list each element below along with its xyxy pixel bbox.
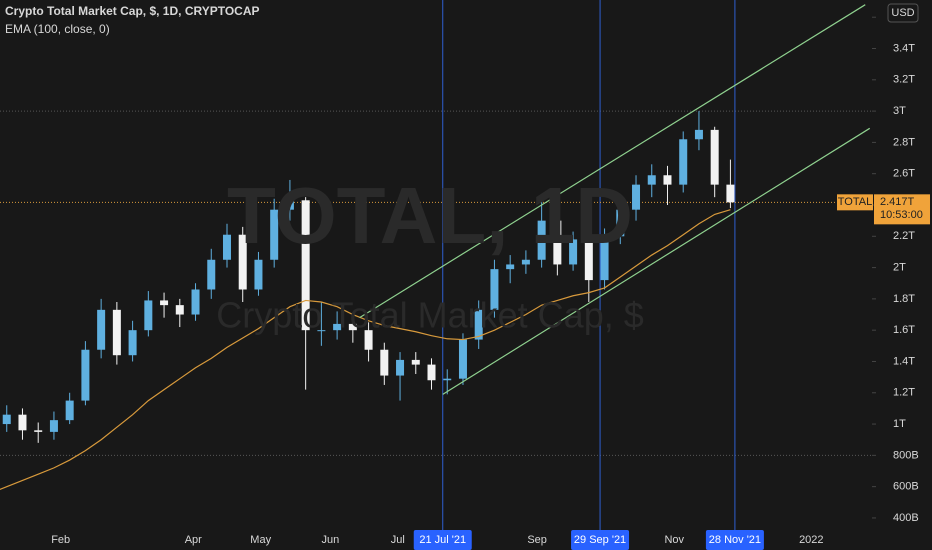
candle-body bbox=[160, 300, 169, 306]
y-tick-label: 1.8T bbox=[893, 293, 915, 305]
candle-body bbox=[726, 184, 735, 203]
candle-body bbox=[207, 259, 216, 290]
price-axis bbox=[872, 0, 932, 550]
candle-body bbox=[2, 414, 11, 425]
x-tick-label: Feb bbox=[51, 534, 70, 546]
candle-body bbox=[632, 184, 641, 210]
x-tick-label: Jun bbox=[321, 534, 339, 546]
y-tick-label: 400B bbox=[893, 512, 919, 524]
candle-body bbox=[411, 359, 420, 365]
x-tick-label: Apr bbox=[185, 534, 202, 546]
candle-body bbox=[506, 264, 515, 270]
marker-label-box bbox=[413, 530, 472, 550]
candle-body bbox=[443, 378, 452, 381]
y-tick-label: 3T bbox=[893, 105, 906, 117]
candle-body bbox=[175, 305, 184, 315]
candle-body bbox=[553, 220, 562, 265]
watermark-subtitle: Crypto Total Market Cap, $ bbox=[216, 295, 644, 336]
x-tick-label: Sep bbox=[527, 534, 547, 546]
y-tick-label: 1T bbox=[893, 418, 906, 430]
candle-body bbox=[191, 289, 200, 315]
y-tick-label: 1.2T bbox=[893, 387, 915, 399]
x-tick-label: 2022 bbox=[799, 534, 823, 546]
y-tick-label: 3.4T bbox=[893, 42, 915, 54]
candle-body bbox=[128, 330, 137, 356]
candle-body bbox=[569, 239, 578, 265]
watermark: TOTAL, 1D bbox=[227, 171, 633, 260]
symbol-box bbox=[837, 194, 873, 211]
y-tick-label: 3.2T bbox=[893, 74, 915, 86]
candle-body bbox=[65, 400, 74, 421]
candle-body bbox=[537, 220, 546, 260]
candle-body bbox=[474, 309, 483, 340]
candle-body bbox=[647, 175, 656, 185]
y-tick-label: 1.4T bbox=[893, 355, 915, 367]
candle-body bbox=[97, 309, 106, 350]
candle-body bbox=[112, 309, 121, 356]
candle-body bbox=[396, 359, 405, 376]
countdown-label: 10:53:00 bbox=[880, 209, 923, 221]
marker-label: 29 Sep '21 bbox=[574, 534, 626, 546]
candle-body bbox=[34, 430, 43, 432]
candle-body bbox=[238, 234, 247, 290]
candle-body bbox=[679, 139, 688, 185]
candle-body bbox=[222, 234, 231, 260]
chart-title: Crypto Total Market Cap, $, 1D, CRYPTOCA… bbox=[5, 4, 260, 18]
y-tick-label: 2.8T bbox=[893, 136, 915, 148]
candle-body bbox=[490, 269, 499, 310]
candle-body bbox=[458, 339, 467, 379]
candle-body bbox=[254, 259, 263, 290]
candle-body bbox=[49, 420, 58, 432]
symbol-label: TOTAL bbox=[838, 196, 872, 208]
marker-label-box bbox=[571, 530, 630, 550]
candle-body bbox=[317, 330, 326, 332]
y-tick-label: 600B bbox=[893, 481, 919, 493]
marker-label: 21 Jul '21 bbox=[419, 534, 466, 546]
last-price-label: 2.417T bbox=[880, 196, 915, 208]
y-tick-label: 1.6T bbox=[893, 324, 915, 336]
trend-line bbox=[359, 4, 866, 319]
y-tick-label: 2.6T bbox=[893, 168, 915, 180]
candle-body bbox=[380, 349, 389, 376]
candle-body bbox=[710, 129, 719, 185]
candle-body bbox=[333, 323, 342, 331]
candle-body bbox=[663, 175, 672, 185]
y-tick-label: 2.2T bbox=[893, 230, 915, 242]
legend-ema: EMA (100, close, 0) bbox=[5, 22, 110, 36]
candle-body bbox=[285, 200, 294, 210]
y-tick-label: 800B bbox=[893, 449, 919, 461]
candle-body bbox=[144, 300, 153, 331]
candle-body bbox=[364, 330, 373, 350]
y-tick-label: 2T bbox=[893, 261, 906, 273]
candle-body bbox=[616, 209, 625, 237]
candle-body bbox=[270, 209, 279, 260]
currency-label: USD bbox=[891, 7, 914, 19]
trend-line bbox=[442, 127, 871, 395]
candle-body bbox=[694, 129, 703, 140]
candle-body bbox=[521, 259, 530, 265]
currency-box bbox=[887, 3, 919, 23]
x-tick-label: May bbox=[250, 534, 271, 546]
x-tick-label: Jul bbox=[391, 534, 405, 546]
candle-body bbox=[348, 323, 357, 331]
candle-body bbox=[600, 236, 609, 281]
candle-body bbox=[584, 239, 593, 281]
last-price-box bbox=[874, 194, 930, 225]
candle-body bbox=[18, 414, 27, 431]
marker-label: 28 Nov '21 bbox=[709, 534, 761, 546]
x-tick-label: Nov bbox=[664, 534, 684, 546]
candle-body bbox=[81, 349, 90, 401]
marker-label-box bbox=[705, 530, 764, 550]
candle-body bbox=[301, 200, 310, 331]
candle-body bbox=[427, 364, 436, 381]
